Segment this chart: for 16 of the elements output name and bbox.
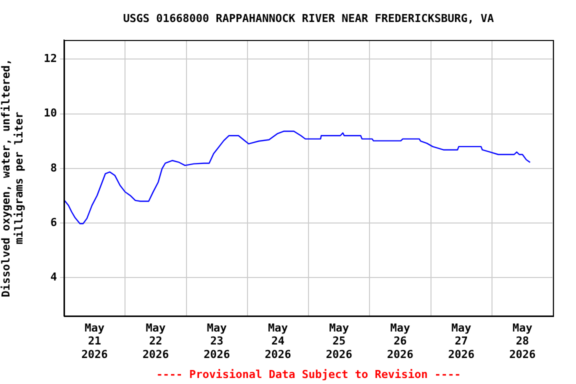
x-tick-label: May 24 2026	[264, 321, 292, 361]
y-tick-label: 12	[44, 52, 57, 65]
y-tick-label: 4	[50, 270, 58, 284]
x-tick-label: May 21 2026	[81, 321, 108, 361]
x-tick-label: May 22 2026	[142, 321, 170, 361]
chart-title: USGS 01668000 RAPPAHANNOCK RIVER NEAR FREDERICKSBURG, VA	[123, 12, 494, 25]
y-axis-title: Dissolved oxygen, water, unfiltered, milligrams per liter	[0, 58, 26, 298]
x-tick-label: May 28 2026	[509, 321, 536, 361]
x-tick-label: May 25 2026	[326, 321, 353, 361]
y-tick-label: 6	[50, 216, 58, 229]
y-tick-label: 10	[44, 106, 57, 120]
y-tick-label: 8	[50, 161, 57, 174]
text: ---- Provisional Data Subject to Revision ----	[156, 368, 461, 381]
x-tick-label: May 23 2026	[204, 321, 230, 361]
x-tick-label: May 26 2026	[386, 321, 414, 361]
x-tick-label: May 27 2026	[448, 321, 475, 361]
